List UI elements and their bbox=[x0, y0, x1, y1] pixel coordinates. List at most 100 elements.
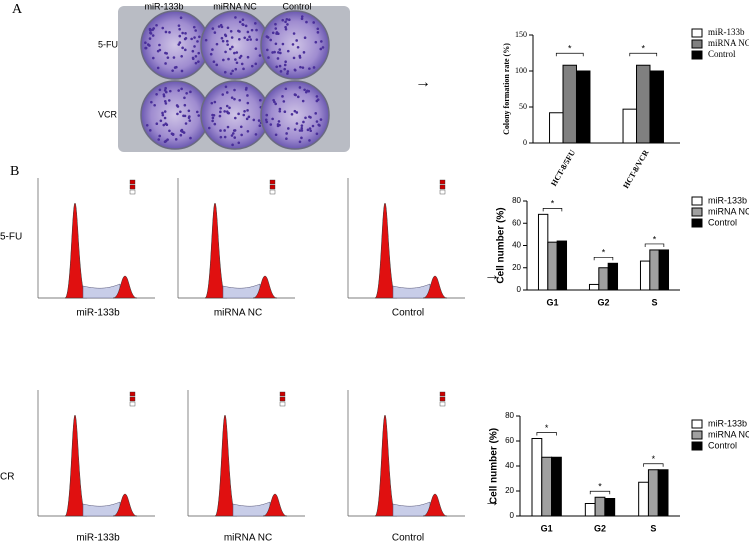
colony bbox=[183, 96, 186, 100]
colony bbox=[304, 116, 307, 120]
colony bbox=[296, 45, 300, 49]
colony bbox=[281, 95, 284, 98]
colony bbox=[184, 32, 187, 35]
colony bbox=[151, 28, 155, 31]
colony bbox=[240, 133, 243, 137]
colony bbox=[219, 135, 223, 139]
bar bbox=[647, 469, 659, 517]
colony bbox=[235, 51, 239, 54]
significance-label: * bbox=[653, 234, 657, 244]
x-tick-label: G1 bbox=[546, 297, 558, 307]
colony bbox=[159, 119, 163, 123]
colony bbox=[237, 112, 240, 116]
colony bbox=[183, 103, 187, 107]
colony bbox=[155, 23, 158, 27]
colony bbox=[243, 109, 246, 113]
colony bbox=[230, 134, 234, 137]
colony bbox=[218, 114, 222, 118]
colony bbox=[238, 98, 242, 102]
colony bbox=[168, 129, 171, 133]
colony bbox=[274, 102, 277, 106]
colony bbox=[315, 132, 319, 136]
significance-bracket bbox=[593, 256, 614, 261]
colony bbox=[321, 46, 325, 49]
colony bbox=[246, 38, 249, 41]
colony bbox=[312, 66, 316, 69]
colony bbox=[316, 27, 320, 31]
legend-swatch bbox=[691, 196, 703, 206]
histogram-peak bbox=[112, 275, 138, 299]
legend-label: Control bbox=[708, 49, 736, 59]
colony bbox=[231, 69, 234, 73]
colony bbox=[283, 67, 287, 71]
legend-swatch bbox=[439, 391, 446, 397]
colony bbox=[168, 89, 172, 93]
colony bbox=[269, 123, 273, 126]
colony bbox=[228, 47, 232, 51]
legend-label: miRNA NC bbox=[708, 429, 749, 439]
histogram-peak bbox=[204, 202, 228, 299]
bar bbox=[551, 456, 562, 517]
histogram-peak bbox=[422, 493, 448, 517]
colony bbox=[274, 42, 278, 46]
histogram-s-phase bbox=[82, 283, 121, 299]
y-tick-label: 80 bbox=[505, 411, 514, 420]
plate-row-label: VCR bbox=[98, 109, 118, 119]
colony bbox=[311, 124, 315, 128]
legend-label: Control bbox=[708, 217, 737, 227]
colony bbox=[304, 90, 308, 94]
colony bbox=[162, 93, 166, 96]
colony bbox=[179, 16, 183, 19]
colony bbox=[164, 62, 167, 65]
dish bbox=[260, 80, 330, 150]
legend-swatch bbox=[691, 207, 703, 217]
colony bbox=[178, 41, 182, 44]
colony bbox=[298, 129, 302, 132]
bar bbox=[639, 260, 651, 291]
histogram-s-phase bbox=[232, 501, 271, 517]
panel-label: A bbox=[12, 2, 23, 17]
colony bbox=[211, 116, 215, 120]
legend-swatch bbox=[279, 396, 286, 402]
colony bbox=[219, 23, 223, 27]
colony bbox=[171, 133, 175, 136]
x-tick-label: G2 bbox=[597, 297, 609, 307]
colony bbox=[226, 111, 230, 115]
colony bbox=[286, 72, 289, 75]
legend-swatch bbox=[279, 401, 286, 407]
legend-swatch bbox=[439, 401, 446, 407]
colony bbox=[221, 93, 225, 96]
colony bbox=[316, 31, 320, 34]
colony bbox=[308, 127, 312, 130]
colony bbox=[195, 110, 199, 114]
colony bbox=[318, 124, 321, 127]
y-tick-label: 150 bbox=[515, 30, 527, 39]
colony bbox=[286, 49, 290, 53]
colony bbox=[148, 37, 152, 40]
colony bbox=[144, 41, 147, 45]
colony bbox=[257, 119, 261, 122]
colony bbox=[242, 67, 245, 71]
arrow: → bbox=[484, 267, 500, 284]
legend-swatch bbox=[129, 189, 136, 195]
colony bbox=[164, 122, 168, 126]
colony bbox=[157, 138, 161, 141]
colony bbox=[283, 63, 287, 67]
colony bbox=[293, 109, 297, 113]
colony bbox=[281, 18, 285, 22]
colony bbox=[245, 86, 248, 90]
colony bbox=[212, 60, 216, 63]
legend-swatch bbox=[269, 179, 276, 185]
histogram-label: miR-133b bbox=[76, 533, 120, 543]
colony bbox=[241, 22, 244, 26]
colony bbox=[213, 31, 217, 34]
colony bbox=[196, 40, 199, 43]
colony bbox=[175, 104, 179, 107]
colony bbox=[284, 20, 287, 24]
bar bbox=[547, 241, 558, 291]
colony bbox=[271, 117, 274, 121]
colony bbox=[240, 62, 244, 66]
colony bbox=[198, 35, 201, 39]
colony bbox=[177, 89, 180, 92]
colony bbox=[241, 18, 245, 22]
